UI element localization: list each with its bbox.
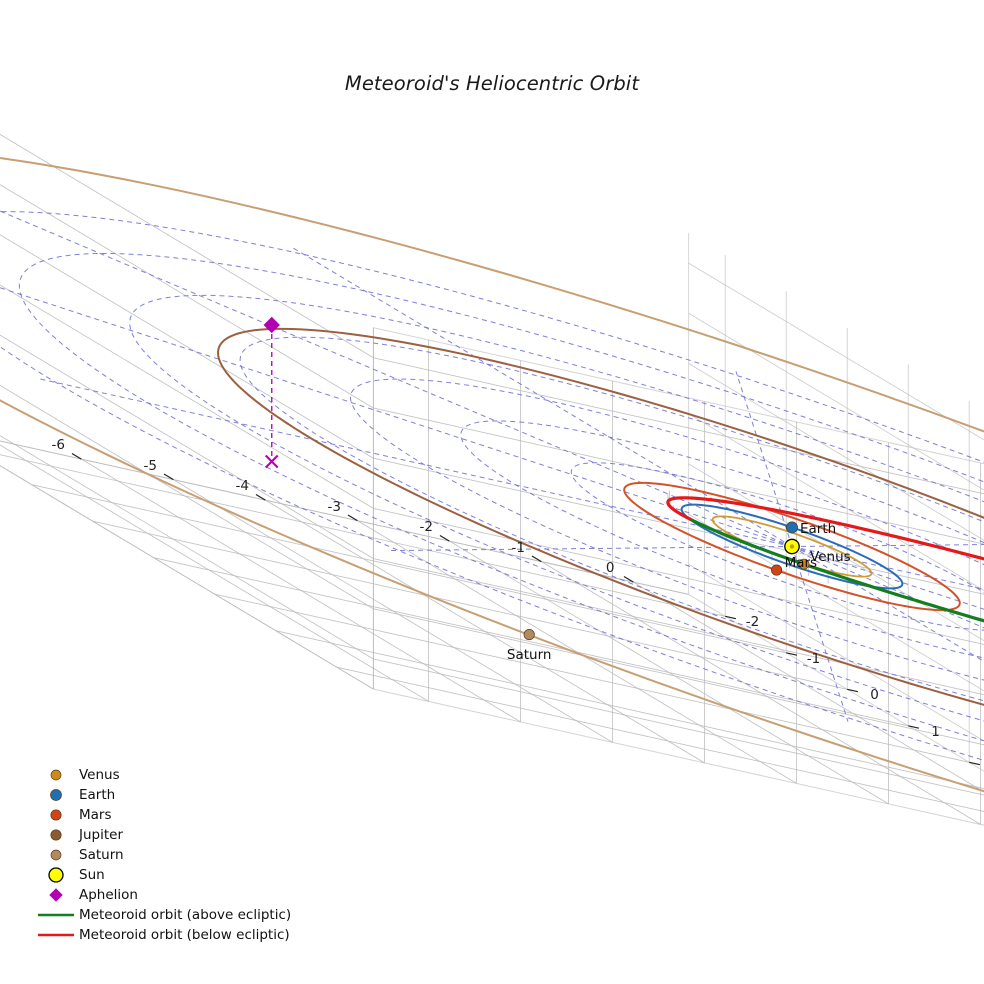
axis-ticks [71,452,981,766]
x-tick-label: -5 [143,457,157,474]
y-tick-label: -2 [745,614,760,631]
aphelion-diamond [263,316,280,334]
legend-label-earth: Earth [79,787,116,803]
legend-marker-earth [50,789,62,801]
x-tick-label: 0 [605,560,615,577]
y-tick-label: 0 [870,687,879,704]
legend-label-above-ecliptic: Meteoroid orbit (above ecliptic) [79,907,292,923]
legend-marker-venus [50,769,62,781]
planet-marker-saturn [523,628,535,641]
x-tick-label: -4 [235,478,249,495]
legend-marker-mars [50,809,62,821]
planet-markers [523,521,810,641]
planet-marker-earth [786,521,798,534]
planet-marker-mars [771,564,783,576]
polar-grid [0,210,984,761]
legend-label-below-ecliptic: Meteoroid orbit (below ecliptic) [79,927,290,943]
page-title: Meteoroid's Heliocentric Orbit [344,72,640,95]
legend-marker-sun [48,867,64,883]
x-tick-label: -3 [327,498,341,515]
legend-label-jupiter: Jupiter [79,827,124,843]
y-tick-label: 1 [931,723,940,740]
body-label-earth: Earth [799,521,837,538]
planet-marker-venus [798,558,810,570]
body-label-venus: Venus [810,549,851,566]
x-tick-label: -2 [419,519,433,536]
legend-label-aphelion: Aphelion [79,887,138,903]
legend-label-mars: Mars [79,807,112,823]
saturn-orbit [0,157,984,793]
legend-label-venus: Venus [79,767,120,783]
aphelion-marker [263,316,280,469]
y-tick-label: -1 [806,650,821,667]
axis-panes-grid [0,133,984,826]
body-label-saturn: Saturn [506,646,552,663]
x-tick-label: -6 [51,437,65,454]
legend-marker-jupiter [50,829,62,841]
x-tick-label: -1 [511,539,525,556]
jupiter-orbit [217,327,984,706]
legend-label-sun: Sun [79,867,105,883]
legend-markers [38,769,74,937]
sun-core [789,544,795,549]
legend-marker-saturn [50,849,62,861]
body-label-mars: Mars [784,555,818,572]
legend-marker-aphelion [49,888,63,902]
legend-label-saturn: Saturn [79,847,124,863]
